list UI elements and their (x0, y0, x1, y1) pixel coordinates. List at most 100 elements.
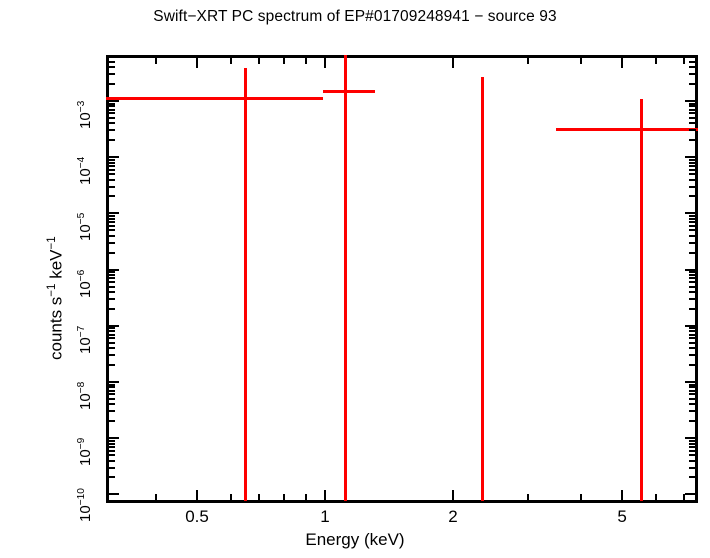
y-minor-tick (108, 341, 115, 344)
x-top-tick (258, 57, 261, 64)
y-right-tick (689, 221, 696, 224)
y-right-tick (689, 466, 696, 469)
y-right-tick (689, 164, 696, 167)
y-right-tick (689, 386, 696, 389)
y-minor-tick (108, 234, 115, 237)
y-minor-tick (108, 364, 115, 367)
y-right-tick (689, 185, 696, 188)
y-minor-tick (108, 386, 115, 389)
y-right-tick (689, 116, 696, 119)
y-right-tick (689, 449, 696, 452)
y-right-tick (689, 274, 696, 277)
y-right-tick (689, 241, 696, 244)
y-right-tick (689, 83, 696, 86)
y-minor-tick (108, 129, 115, 132)
y-right-tick (689, 290, 696, 293)
y-axis-title: counts s−1 keV−1 (46, 236, 66, 360)
y-minor-tick (108, 185, 115, 188)
y-right-tick (689, 214, 696, 217)
y-tick-label: 10−4 (76, 156, 94, 186)
y-tick-label: 10−3 (76, 100, 94, 129)
y-right-tick (689, 347, 696, 350)
y-right-tick (685, 156, 696, 159)
y-major-tick (108, 212, 119, 215)
y-minor-tick (108, 271, 115, 274)
x-tick-label: 1 (320, 507, 330, 526)
y-minor-tick (108, 476, 115, 479)
y-minor-tick (108, 158, 115, 161)
y-right-tick (689, 73, 696, 76)
y-minor-tick (108, 168, 115, 171)
y-right-tick (689, 330, 696, 333)
y-right-tick (685, 268, 696, 271)
y-minor-tick (108, 60, 115, 63)
x-major-tick (196, 490, 199, 501)
y-right-tick (689, 393, 696, 396)
x-major-tick (324, 490, 326, 501)
data-upper-limit-bar (344, 55, 348, 501)
y-minor-tick (108, 139, 115, 142)
y-minor-tick (108, 178, 115, 181)
x-minor-tick (683, 494, 686, 501)
y-right-tick (689, 217, 696, 220)
y-right-tick (685, 324, 696, 327)
y-minor-tick (108, 442, 115, 445)
y-right-tick (689, 420, 696, 423)
data-x-errorbar (556, 128, 698, 132)
y-minor-tick (108, 56, 115, 59)
y-minor-tick (108, 195, 115, 198)
y-minor-tick (108, 214, 115, 217)
y-right-tick (685, 437, 696, 440)
y-right-tick (689, 139, 696, 142)
y-minor-tick (108, 251, 115, 254)
y-minor-tick (108, 333, 115, 336)
y-right-tick (689, 337, 696, 340)
y-right-tick (685, 100, 696, 102)
y-minor-tick (108, 454, 115, 457)
x-minor-tick (304, 494, 307, 501)
y-minor-tick (108, 164, 115, 167)
y-major-tick (108, 381, 119, 383)
y-right-tick (689, 108, 696, 111)
y-right-tick (689, 60, 696, 63)
y-major-tick (108, 100, 119, 102)
y-minor-tick (108, 410, 115, 413)
x-top-tick (621, 57, 624, 68)
y-right-tick (689, 397, 696, 400)
data-x-errorbar (106, 97, 324, 101)
y-minor-tick (108, 285, 115, 288)
y-right-tick (689, 439, 696, 442)
y-minor-tick (108, 330, 115, 333)
y-minor-tick (108, 122, 115, 125)
y-minor-tick (108, 116, 115, 119)
y-major-tick (108, 324, 119, 327)
x-top-tick (579, 57, 582, 64)
y-minor-tick (108, 290, 115, 293)
x-minor-tick (258, 494, 261, 501)
x-minor-tick (526, 494, 529, 501)
y-minor-tick (108, 66, 115, 69)
y-right-tick (689, 341, 696, 344)
y-right-tick (689, 389, 696, 392)
y-right-tick (689, 195, 696, 198)
y-right-tick (689, 297, 696, 300)
data-upper-limit-bar (639, 98, 643, 501)
y-minor-tick (108, 403, 115, 406)
y-minor-tick (108, 445, 115, 448)
y-minor-tick (108, 389, 115, 392)
y-right-tick (689, 476, 696, 479)
y-minor-tick (108, 173, 115, 176)
y-tick-label: 10−5 (76, 213, 94, 242)
y-right-tick (689, 129, 696, 132)
y-major-tick (108, 268, 119, 271)
data-upper-limit-bar (481, 77, 485, 501)
y-right-tick (689, 224, 696, 227)
x-minor-tick (579, 494, 582, 501)
x-tick-label: 2 (448, 507, 458, 526)
y-minor-tick (108, 277, 115, 280)
y-right-tick (689, 229, 696, 232)
x-major-tick (451, 490, 454, 501)
y-minor-tick (108, 393, 115, 396)
y-right-tick (689, 271, 696, 274)
